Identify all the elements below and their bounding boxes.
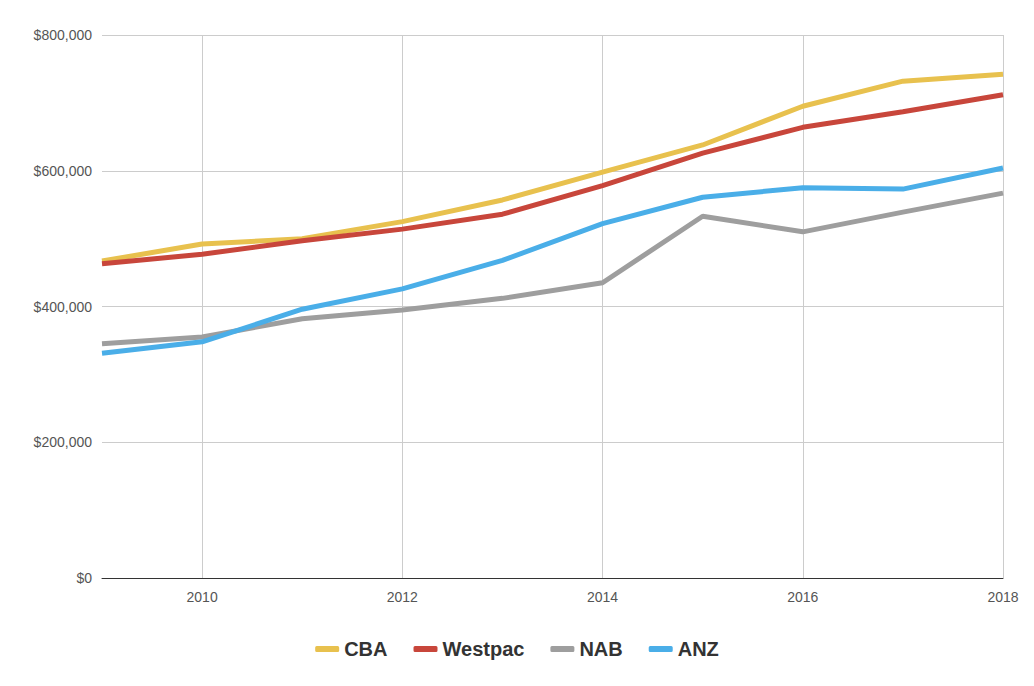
svg-text:2012: 2012 (387, 589, 418, 605)
svg-text:CBA: CBA (344, 638, 387, 660)
svg-text:NAB: NAB (579, 638, 622, 660)
svg-text:$200,000: $200,000 (34, 434, 93, 450)
svg-text:2010: 2010 (187, 589, 218, 605)
svg-text:2016: 2016 (787, 589, 818, 605)
svg-text:2018: 2018 (987, 589, 1018, 605)
svg-text:$400,000: $400,000 (34, 299, 93, 315)
svg-text:ANZ: ANZ (678, 638, 719, 660)
svg-text:2014: 2014 (587, 589, 618, 605)
svg-text:$800,000: $800,000 (34, 27, 93, 43)
svg-text:Westpac: Westpac (443, 638, 525, 660)
svg-text:$0: $0 (76, 570, 92, 586)
svg-text:$600,000: $600,000 (34, 163, 93, 179)
